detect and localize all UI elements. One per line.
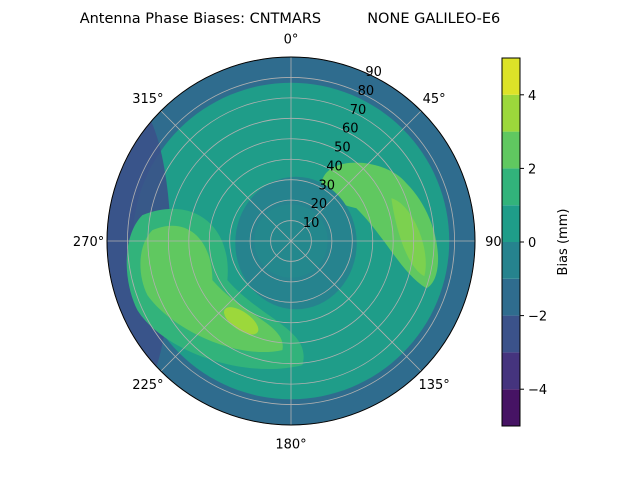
colorbar-band — [502, 242, 520, 279]
colorbar-band — [502, 315, 520, 353]
radial-tick-label: 40 — [326, 159, 343, 174]
radial-tick-label: 80 — [358, 84, 375, 99]
chart-title: Antenna Phase Biases: CNTMARS NONE GALIL… — [80, 11, 501, 27]
colorbar-band — [502, 131, 520, 169]
colorbar: 4 2 0 −2 −4 Bias (mm) — [501, 57, 571, 427]
azimuth-gridline — [160, 240, 292, 372]
azimuth-tick-label: 315° — [132, 92, 163, 107]
colorbar-band — [502, 168, 520, 206]
radial-tick-label: 20 — [311, 197, 328, 212]
colorbar-label: Bias (mm) — [556, 209, 571, 276]
colorbar-tick-label: 0 — [528, 236, 536, 251]
azimuth-tick-label: 45° — [423, 92, 446, 107]
radial-tick-label: 10 — [303, 216, 320, 231]
colorbar-tick-label: −2 — [528, 310, 547, 325]
colorbar-tick-label: −4 — [528, 383, 547, 398]
radial-tick-label: 70 — [350, 103, 367, 118]
radial-tick-label: 90 — [365, 65, 382, 80]
azimuth-tick-label: 180° — [275, 437, 306, 452]
contour-northeast-peak — [391, 198, 426, 277]
azimuth-gridline — [290, 240, 422, 372]
colorbar-band — [502, 352, 520, 390]
radial-tick-label: 30 — [318, 178, 335, 193]
colorbar-tick-label: 4 — [528, 89, 536, 104]
polar-boundary — [106, 56, 476, 426]
colorbar-band — [502, 94, 520, 132]
azimuth-tick-label: 270° — [73, 235, 104, 250]
contour-southwest-peak — [223, 307, 259, 335]
radial-tick-label: 50 — [334, 141, 351, 156]
azimuth-tick-label: 0° — [284, 33, 299, 48]
colorbar-band — [502, 58, 520, 95]
polar-plot-area: 10 20 30 40 50 60 70 80 90 0° 45° 90 135° 180° 225° 270… — [73, 33, 502, 453]
colorbar-tick-label: 2 — [528, 162, 536, 177]
azimuth-tick-label: 90 — [485, 235, 502, 250]
colorbar-band — [502, 389, 520, 426]
azimuth-tick-label: 225° — [132, 378, 163, 393]
azimuth-gridline — [290, 110, 422, 242]
radial-tick-label: 60 — [342, 122, 359, 137]
azimuth-gridline — [160, 110, 292, 242]
azimuth-tick-label: 135° — [418, 378, 449, 393]
colorbar-band — [502, 278, 520, 316]
colorbar-band — [502, 205, 520, 242]
